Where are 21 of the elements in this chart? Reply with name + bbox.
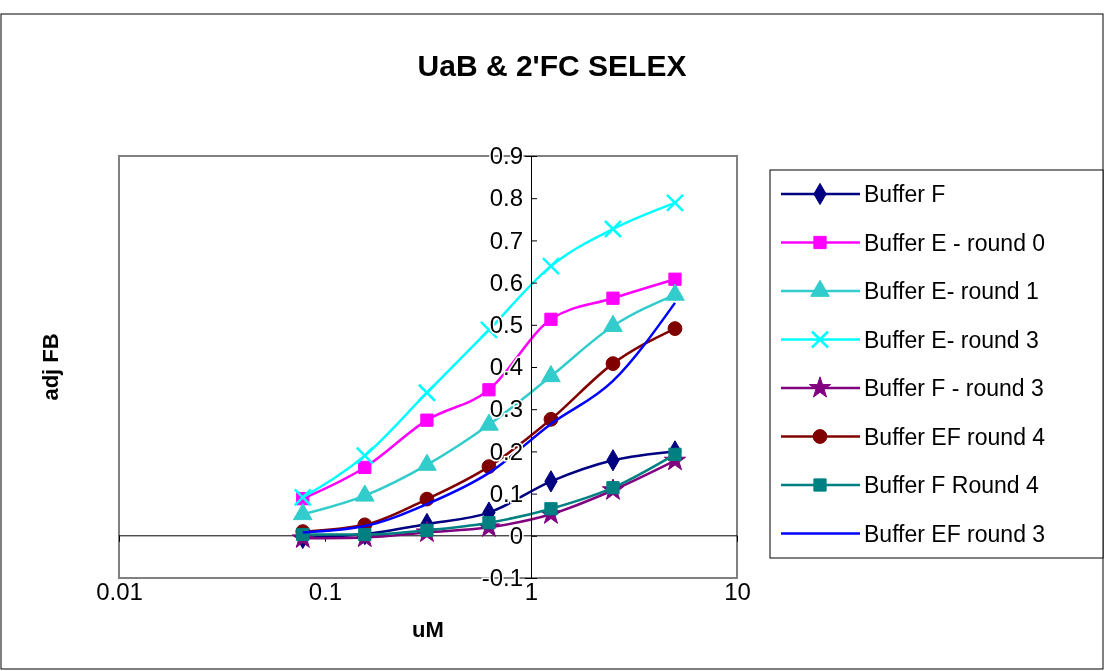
- y-tick-label: 0.7: [489, 226, 523, 254]
- y-tick-label: 0.9: [489, 142, 523, 170]
- legend-label: Buffer E- round 3: [864, 326, 1039, 353]
- legend-label: Buffer EF round 4: [864, 423, 1046, 450]
- legend-label: Buffer F Round 4: [864, 472, 1039, 498]
- x-tick-label: 0.01: [96, 578, 143, 606]
- legend-label: Buffer E- round 1: [864, 278, 1039, 304]
- y-tick-label: 0.8: [489, 184, 523, 212]
- y-tick-label: -0.1: [481, 564, 523, 592]
- y-tick-label: 0.1: [489, 479, 523, 507]
- x-axis-title: uM: [412, 617, 444, 642]
- x-tick-label: 0.1: [308, 578, 343, 606]
- legend-label: Buffer EF round 3: [864, 520, 1046, 547]
- legend-label: Buffer F: [864, 181, 946, 207]
- chart-title: UaB & 2'FC SELEX: [417, 49, 687, 82]
- x-tick-label: 10: [724, 578, 751, 606]
- x-tick-label: 1: [524, 578, 539, 606]
- legend-label: Buffer F - round 3: [864, 375, 1044, 401]
- y-axis-title: adj FB: [38, 333, 63, 401]
- y-tick-label: 0.6: [489, 268, 523, 296]
- legend-label: Buffer E - round 0: [864, 229, 1046, 256]
